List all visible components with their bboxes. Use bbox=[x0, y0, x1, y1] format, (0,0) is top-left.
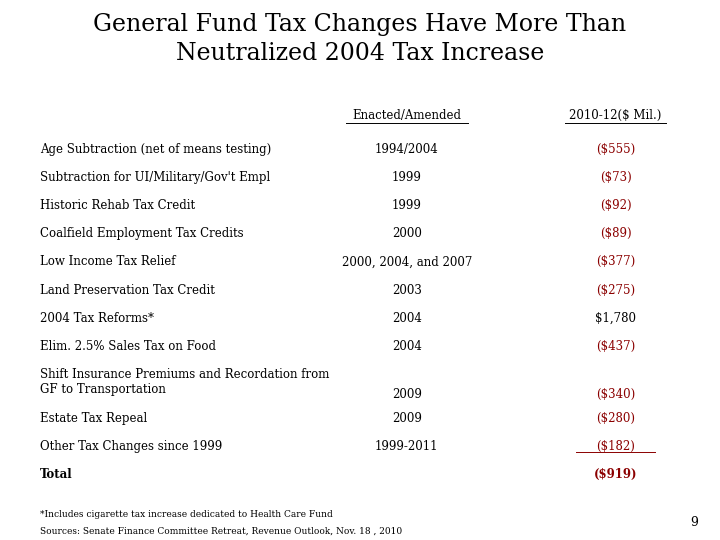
Text: Total: Total bbox=[40, 468, 72, 481]
Text: Land Preservation Tax Credit: Land Preservation Tax Credit bbox=[40, 284, 215, 296]
Text: ($377): ($377) bbox=[596, 255, 635, 268]
Text: ($73): ($73) bbox=[600, 171, 631, 184]
Text: 2004: 2004 bbox=[392, 312, 422, 325]
Text: 9: 9 bbox=[690, 516, 698, 529]
Text: ($89): ($89) bbox=[600, 227, 631, 240]
Text: 2010-12($ Mil.): 2010-12($ Mil.) bbox=[570, 109, 662, 122]
Text: ($555): ($555) bbox=[596, 143, 635, 156]
Text: 2004 Tax Reforms*: 2004 Tax Reforms* bbox=[40, 312, 153, 325]
Text: ($919): ($919) bbox=[594, 468, 637, 481]
Text: ($92): ($92) bbox=[600, 199, 631, 212]
Text: Shift Insurance Premiums and Recordation from
GF to Transportation: Shift Insurance Premiums and Recordation… bbox=[40, 368, 329, 396]
Text: Subtraction for UI/Military/Gov't Empl: Subtraction for UI/Military/Gov't Empl bbox=[40, 171, 270, 184]
Text: $1,780: $1,780 bbox=[595, 312, 636, 325]
Text: 1999-2011: 1999-2011 bbox=[375, 440, 438, 453]
Text: Age Subtraction (net of means testing): Age Subtraction (net of means testing) bbox=[40, 143, 271, 156]
Text: ($182): ($182) bbox=[596, 440, 635, 453]
Text: 1994/2004: 1994/2004 bbox=[375, 143, 438, 156]
Text: ($437): ($437) bbox=[596, 340, 635, 353]
Text: Coalfield Employment Tax Credits: Coalfield Employment Tax Credits bbox=[40, 227, 243, 240]
Text: 1999: 1999 bbox=[392, 171, 422, 184]
Text: Estate Tax Repeal: Estate Tax Repeal bbox=[40, 412, 147, 425]
Text: 2000: 2000 bbox=[392, 227, 422, 240]
Text: ($275): ($275) bbox=[596, 284, 635, 296]
Text: Historic Rehab Tax Credit: Historic Rehab Tax Credit bbox=[40, 199, 194, 212]
Text: Sources: Senate Finance Committee Retreat, Revenue Outlook, Nov. 18 , 2010: Sources: Senate Finance Committee Retrea… bbox=[40, 527, 402, 536]
Text: ($280): ($280) bbox=[596, 412, 635, 425]
Text: Other Tax Changes since 1999: Other Tax Changes since 1999 bbox=[40, 440, 222, 453]
Text: *Includes cigarette tax increase dedicated to Health Care Fund: *Includes cigarette tax increase dedicat… bbox=[40, 510, 333, 519]
Text: Low Income Tax Relief: Low Income Tax Relief bbox=[40, 255, 175, 268]
Text: Enacted/Amended: Enacted/Amended bbox=[352, 109, 462, 122]
Text: 2000, 2004, and 2007: 2000, 2004, and 2007 bbox=[341, 255, 472, 268]
Text: 2009: 2009 bbox=[392, 388, 422, 401]
Text: 2009: 2009 bbox=[392, 412, 422, 425]
Text: 2004: 2004 bbox=[392, 340, 422, 353]
Text: 1999: 1999 bbox=[392, 199, 422, 212]
Text: General Fund Tax Changes Have More Than
Neutralized 2004 Tax Increase: General Fund Tax Changes Have More Than … bbox=[94, 14, 626, 65]
Text: Elim. 2.5% Sales Tax on Food: Elim. 2.5% Sales Tax on Food bbox=[40, 340, 215, 353]
Text: ($340): ($340) bbox=[596, 388, 635, 401]
Text: 2003: 2003 bbox=[392, 284, 422, 296]
